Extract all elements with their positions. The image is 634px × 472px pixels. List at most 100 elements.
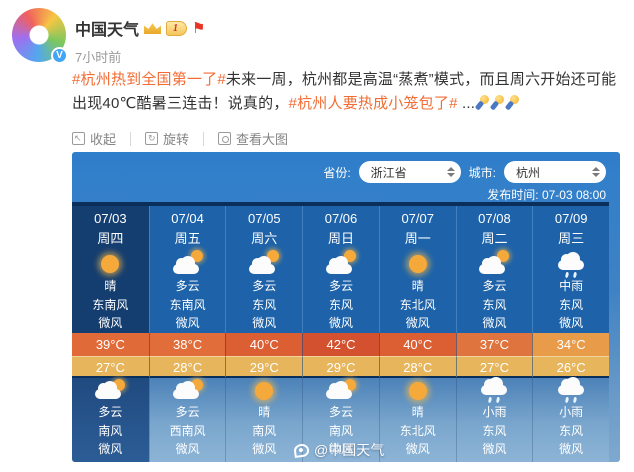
rotate-label: 旋转: [163, 132, 190, 147]
date-label: 07/06: [324, 211, 358, 226]
night-wind-level: 微风: [405, 442, 430, 456]
high-temp-cell: 39°C: [72, 333, 149, 356]
day-wind-direction: 东风: [252, 298, 277, 312]
rotate-button[interactable]: 旋转: [145, 129, 189, 148]
day-wind-level: 微风: [175, 316, 200, 330]
high-temp-cell: 42°C: [302, 333, 379, 356]
mic-emoji: [477, 95, 490, 110]
night-wind-level: 微风: [482, 442, 507, 456]
day-wind-level: 微风: [405, 316, 430, 330]
day-condition: 多云: [175, 279, 200, 293]
post-text: #杭州热到全国第一了#未来一周，杭州都是高温“蒸煮”模式，而且周六开始还可能出现…: [72, 68, 624, 116]
sun-icon: [400, 249, 436, 279]
night-condition: 小雨: [559, 405, 584, 419]
weekday-label: 周日: [328, 231, 355, 246]
post-text-segment: ...: [457, 95, 476, 112]
forecast-day-column: 07/04 周五 多云 东南风 微风 38°C 28°C 多云 西南风 微风: [148, 206, 226, 462]
forecast-table: 07/03 周四 晴 东南风 微风 39°C 27°C 多云 南风 微风 07/…: [72, 202, 610, 462]
cloudy-icon: [170, 378, 206, 404]
collapse-button[interactable]: 收起: [72, 129, 116, 148]
high-temp-cell: 40°C: [225, 333, 303, 356]
day-wind-level: 微风: [329, 316, 354, 330]
low-temp-cell: 27°C: [455, 356, 533, 378]
view-large-label: 查看大图: [236, 132, 289, 147]
night-wind-direction: 南风: [329, 424, 354, 438]
province-label: 省份:: [323, 165, 351, 180]
high-temp-cell: 40°C: [378, 333, 456, 356]
forecast-day-column: 07/08 周二 多云 东风 微风 37°C 27°C 小雨 东风 微风: [455, 206, 533, 462]
rain-icon: [553, 249, 589, 279]
weekday-label: 周三: [558, 231, 585, 246]
night-condition: 晴: [258, 405, 271, 419]
avatar[interactable]: V: [12, 8, 68, 64]
day-wind-direction: 东风: [329, 298, 354, 312]
weibo-logo-icon: [293, 442, 310, 458]
province-value: 浙江省: [370, 165, 407, 180]
night-condition: 小雨: [482, 405, 507, 419]
cloudy-icon: [246, 249, 282, 279]
username[interactable]: 中国天气: [75, 22, 140, 39]
day-condition: 晴: [411, 279, 424, 293]
night-wind-direction: 南风: [98, 424, 123, 438]
low-temp-cell: 29°C: [302, 356, 379, 378]
low-temp-cell: 28°C: [148, 356, 226, 378]
night-wind-level: 微风: [175, 442, 200, 456]
stepper-icon: [592, 167, 600, 177]
cloudy-icon: [170, 249, 206, 279]
night-wind-direction: 南风: [252, 424, 277, 438]
hashtag-link[interactable]: #杭州热到全国第一了#: [72, 71, 226, 88]
date-label: 07/05: [248, 211, 281, 226]
day-condition: 多云: [252, 279, 277, 293]
image-toolbar: 收起 旋转 查看大图: [72, 129, 288, 148]
weather-forecast-image[interactable]: 省份: 浙江省 城市: 杭州 发布时间: 07-03 08:00 07/03 周…: [72, 152, 620, 462]
forecast-day-column: 07/07 周一 晴 东北风 微风 40°C 28°C 晴 东北风 微风: [378, 206, 456, 462]
weekday-label: 周六: [251, 231, 278, 246]
date-label: 07/03: [94, 211, 127, 226]
red-flag-icon: ⚑: [192, 19, 206, 37]
low-temp-cell: 26°C: [532, 356, 610, 378]
forecast-day-column: 07/06 周日 多云 东风 微风 42°C 29°C 多云 南风 微风: [302, 206, 379, 462]
cloudy-icon: [92, 378, 128, 404]
day-wind-direction: 东南风: [92, 298, 129, 312]
high-temp-cell: 34°C: [532, 333, 610, 356]
rotate-icon: [145, 132, 159, 145]
sun-icon: [92, 249, 128, 279]
weekday-label: 周四: [97, 231, 124, 246]
day-wind-direction: 东风: [482, 298, 507, 312]
high-temp-cell: 37°C: [455, 333, 533, 356]
stepper-icon: [446, 167, 455, 177]
day-wind-level: 微风: [98, 316, 123, 330]
mic-emoji: [492, 95, 505, 110]
post-header: V 中国天气 1 ⚑ 7小时前: [12, 8, 205, 66]
weekday-label: 周五: [174, 231, 201, 246]
day-condition: 中雨: [559, 279, 584, 293]
day-wind-direction: 东风: [559, 298, 584, 312]
day-wind-level: 微风: [559, 316, 584, 330]
toolbar-divider: [203, 131, 205, 146]
date-label: 07/04: [171, 211, 204, 226]
night-condition: 晴: [411, 405, 424, 419]
city-select[interactable]: 杭州: [504, 161, 606, 183]
province-select[interactable]: 浙江省: [358, 161, 461, 183]
watermark: @中国天气: [293, 440, 385, 460]
forecast-day-column: 07/05 周六 多云 东风 微风 40°C 29°C 晴 南风 微风: [225, 206, 303, 462]
vip-level-badge: 1: [166, 20, 188, 36]
day-condition: 多云: [329, 279, 354, 293]
sun-icon: [400, 378, 436, 404]
cloudy-icon: [476, 249, 512, 279]
verified-badge-icon: V: [51, 47, 68, 64]
forecast-day-column: 07/03 周四 晴 东南风 微风 39°C 27°C 多云 南风 微风: [72, 206, 149, 462]
night-wind-direction: 西南风: [169, 424, 206, 438]
watermark-text: @中国天气: [314, 442, 385, 458]
high-temp-cell: 38°C: [148, 333, 226, 356]
night-condition: 多云: [329, 405, 354, 419]
view-large-button[interactable]: 查看大图: [218, 129, 288, 148]
rain-icon: [553, 377, 589, 404]
night-wind-level: 微风: [329, 442, 354, 456]
post-time: 7小时前: [75, 50, 122, 65]
hashtag-link[interactable]: #杭州人要热成小笼包了#: [288, 95, 458, 112]
publish-time: 发布时间: 07-03 08:00: [487, 188, 606, 202]
day-condition: 晴: [104, 279, 117, 293]
low-temp-cell: 28°C: [378, 356, 456, 378]
